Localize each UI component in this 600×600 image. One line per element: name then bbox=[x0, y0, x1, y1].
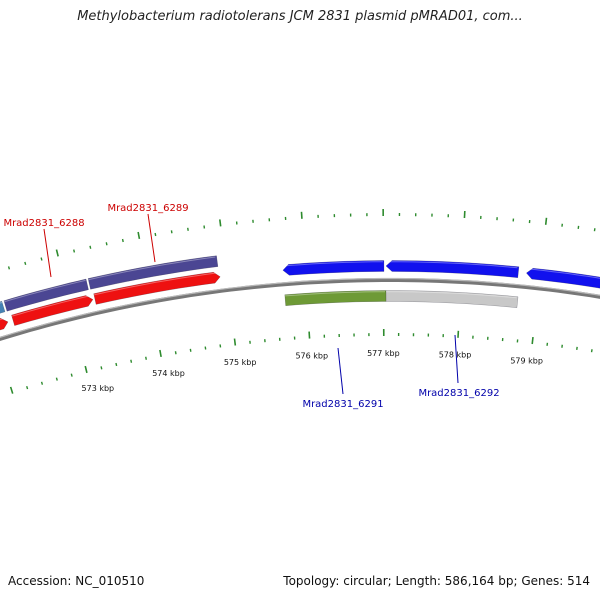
outer-tick bbox=[121, 238, 124, 243]
inner-tick bbox=[70, 373, 73, 377]
gene-gray-sheen bbox=[386, 291, 517, 299]
inner-tick bbox=[159, 349, 162, 358]
gene-blue bbox=[526, 267, 600, 289]
kbp-label: 579 kbp bbox=[510, 357, 543, 366]
backbone-line bbox=[0, 278, 600, 341]
gene-blue-sheen bbox=[385, 261, 518, 269]
leader-line bbox=[147, 213, 156, 263]
kbp-label: 575 kbp bbox=[224, 358, 257, 367]
gene-purple bbox=[87, 255, 219, 290]
inner-tick bbox=[145, 356, 147, 360]
outer-tick bbox=[24, 261, 27, 266]
gene-olive-sheen bbox=[284, 291, 386, 297]
outer-tick bbox=[89, 245, 92, 249]
inner-tick bbox=[531, 336, 534, 345]
outer-tick bbox=[7, 266, 11, 270]
inner-tick bbox=[40, 381, 44, 385]
gene-gray bbox=[385, 290, 519, 308]
outer-tick-ring bbox=[7, 209, 596, 270]
inner-tick bbox=[115, 362, 118, 367]
gene-red bbox=[11, 295, 94, 326]
gene-label: Mrad2831_6288 bbox=[3, 218, 84, 229]
gene-steelblue bbox=[0, 301, 6, 314]
kbp-label: 574 kbp bbox=[152, 369, 185, 378]
kbp-labels: 573 kbp 574 kbp 575 kbp 576 kbp 577 kbp 578 k… bbox=[82, 349, 543, 393]
gene-red-sheen bbox=[93, 272, 219, 296]
kbp-label: 573 kbp bbox=[82, 384, 115, 393]
inner-tick-ring bbox=[9, 329, 593, 394]
inner-tick bbox=[100, 366, 103, 370]
leader-line bbox=[454, 334, 459, 384]
accession-label: Accession: NC_010510 bbox=[8, 574, 145, 588]
gene-labels: Mrad2831_6288 Mrad2831_6289 Mrad2831_6291 M… bbox=[3, 203, 499, 410]
gene-purple bbox=[3, 278, 89, 312]
gene-label: Mrad2831_6291 bbox=[302, 399, 383, 410]
inner-tick bbox=[130, 359, 133, 363]
inner-tick bbox=[55, 377, 58, 381]
label-leader-lines bbox=[43, 213, 459, 395]
gene-blue bbox=[282, 260, 385, 276]
inner-tick bbox=[26, 386, 29, 390]
gene-blue bbox=[385, 260, 520, 278]
gene-label: Mrad2831_6289 bbox=[107, 203, 188, 214]
gene-red bbox=[0, 318, 9, 331]
gene-red-sheen bbox=[11, 295, 92, 317]
outer-tick bbox=[105, 242, 108, 246]
genome-summary-label: Topology: circular; Length: 586,164 bp; … bbox=[283, 574, 590, 588]
kbp-label: 578 kbp bbox=[439, 351, 472, 360]
outer-tick bbox=[137, 231, 141, 240]
inner-tick bbox=[233, 338, 237, 346]
gene-red bbox=[93, 271, 221, 305]
leader-line bbox=[43, 228, 52, 278]
gene-label: Mrad2831_6292 bbox=[418, 388, 499, 399]
gene-red-sheen bbox=[0, 317, 7, 321]
backbone-track bbox=[0, 277, 600, 341]
gene-purple-sheen bbox=[4, 279, 86, 303]
inner-tick bbox=[9, 386, 14, 394]
outer-tick bbox=[55, 249, 59, 257]
outer-tick bbox=[40, 257, 43, 261]
map-title: Methylobacterium radiotolerans JCM 2831 … bbox=[77, 9, 523, 24]
outer-tick bbox=[154, 232, 157, 237]
backbone-highlight bbox=[0, 277, 600, 339]
kbp-label: 576 kbp bbox=[295, 351, 328, 360]
outer-tick bbox=[73, 249, 76, 253]
gene-tracks bbox=[0, 255, 600, 331]
outer-tick bbox=[219, 219, 222, 227]
gene-blue-sheen bbox=[282, 261, 383, 267]
outer-tick bbox=[544, 217, 548, 225]
leader-line bbox=[337, 347, 344, 395]
kbp-label: 577 kbp bbox=[367, 349, 400, 358]
gene-purple-sheen bbox=[88, 256, 216, 281]
inner-tick bbox=[174, 351, 177, 355]
inner-tick bbox=[84, 365, 88, 374]
